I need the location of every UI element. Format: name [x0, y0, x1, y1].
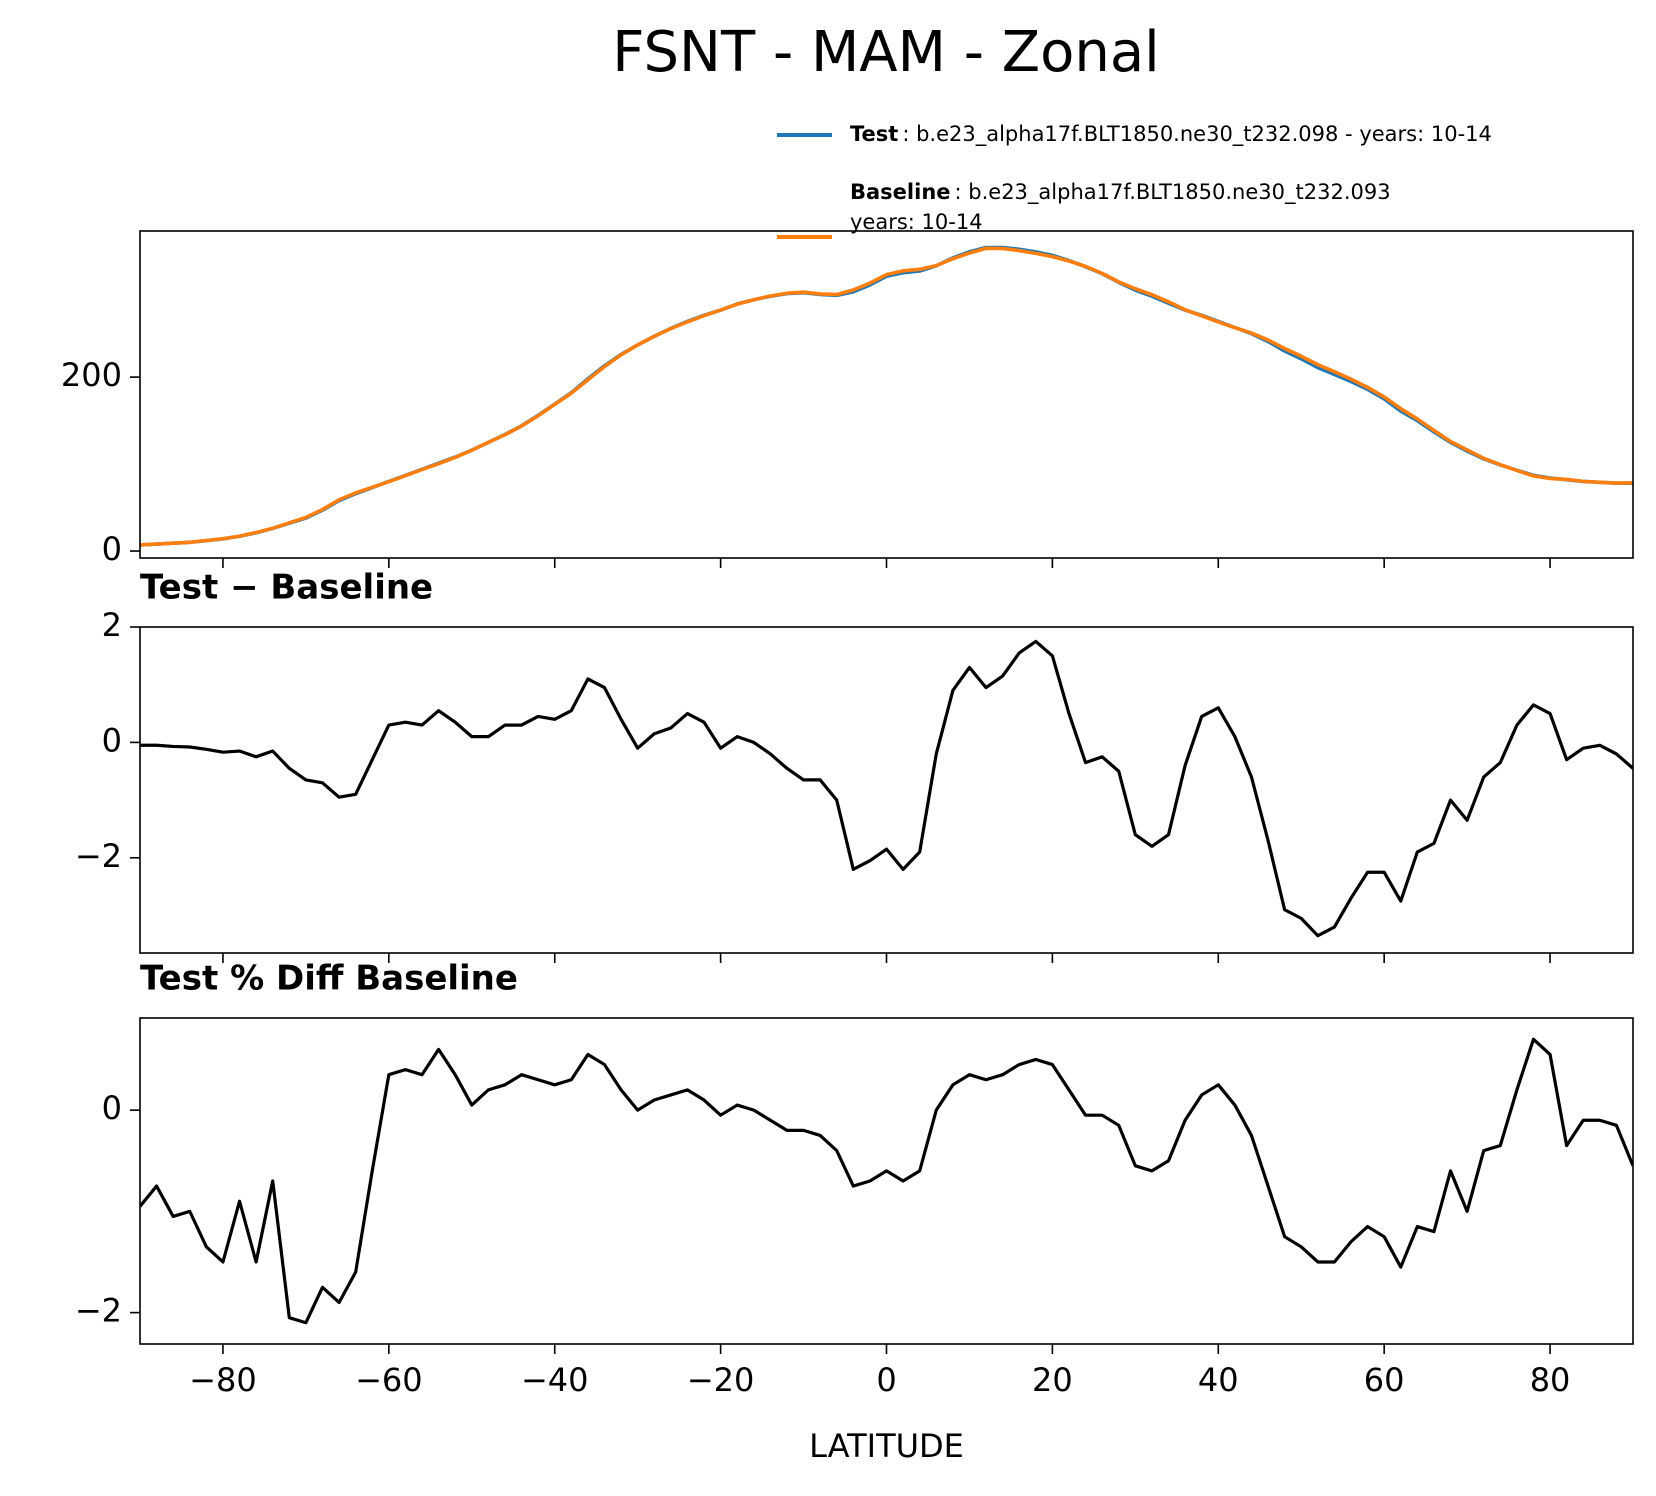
x-tick-label: −60 — [355, 1361, 423, 1399]
legend-name: Test — [850, 122, 898, 146]
axes-frame — [139, 230, 1634, 559]
legend-text: : b.e23_alpha17f.BLT1850.ne30_t232.098 -… — [902, 122, 1492, 147]
data-line — [140, 1037, 1633, 1325]
x-tick-label: 20 — [1032, 1361, 1073, 1399]
y-tick-label: 200 — [61, 356, 122, 394]
x-tick-label: −20 — [687, 1361, 755, 1399]
x-tick-label: 40 — [1198, 1361, 1239, 1399]
x-tick-label: 0 — [876, 1361, 896, 1399]
data-line — [140, 246, 1633, 547]
y-tick-label: −2 — [75, 837, 122, 875]
axes-frame — [139, 1017, 1634, 1345]
legend-text: : b.e23_alpha17f.BLT1850.ne30_t232.093 — [955, 180, 1391, 205]
data-line — [140, 639, 1633, 938]
axes-frame — [139, 626, 1634, 954]
y-tick-label: −2 — [75, 1292, 122, 1330]
x-tick-label: −80 — [189, 1361, 257, 1399]
panel-title: Test % Diff Baseline — [140, 959, 518, 999]
x-tick-label: −40 — [521, 1361, 589, 1399]
x-axis-label: LATITUDE — [809, 1427, 964, 1465]
panel-title: Test − Baseline — [140, 568, 433, 608]
figure-title: FSNT - MAM - Zonal — [612, 20, 1159, 85]
y-tick-label: 0 — [102, 721, 122, 759]
x-tick-label: 80 — [1530, 1361, 1571, 1399]
legend-text: years: 10-14 — [850, 210, 983, 234]
legend-name: Baseline — [850, 180, 951, 204]
y-tick-label: 0 — [102, 1089, 122, 1127]
y-tick-label: 2 — [102, 606, 122, 644]
data-line — [140, 245, 1633, 547]
x-tick-label: 60 — [1364, 1361, 1405, 1399]
y-tick-label: 0 — [102, 530, 122, 568]
